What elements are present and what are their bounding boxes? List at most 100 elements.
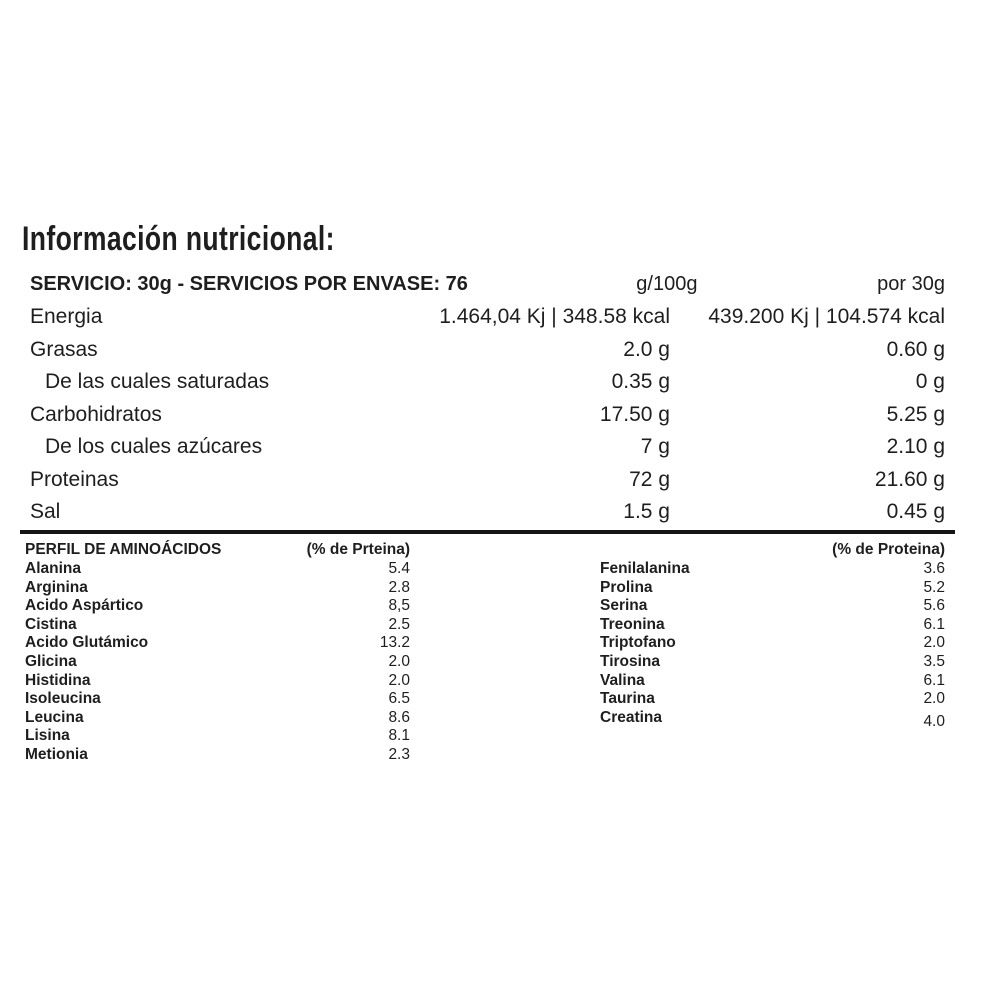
amino-value: 3.6 xyxy=(923,560,945,577)
amino-right-column: (% de Proteina) Fenilalanina 3.6 Prolina 5… xyxy=(600,540,945,730)
column-header-per-30g: por 30g xyxy=(877,273,945,295)
nutrient-per-30g: 0.60 g xyxy=(886,337,945,361)
amino-name: Tirosina xyxy=(600,652,661,670)
nutrient-per-30g: 2.10 g xyxy=(886,435,945,459)
amino-row-metionia: Metionia 2.3 xyxy=(25,746,410,765)
amino-row-treonina: Treonina 6.1 xyxy=(600,616,945,635)
amino-row-alanina: Alanina 5.4 xyxy=(25,560,410,579)
amino-name: Histidina xyxy=(25,671,91,689)
amino-value: 6.1 xyxy=(923,671,945,689)
amino-row-acido-glutamico: Acido Glutámico 13.2 xyxy=(25,634,410,653)
nutrient-row-saturadas: De las cuales saturadas 0.35 g 0 g xyxy=(30,366,945,399)
nutrient-per-100g: 17.50 g xyxy=(599,402,670,426)
amino-value: 2.8 xyxy=(388,578,410,596)
amino-row-tirosina: Tirosina 3.5 xyxy=(600,653,945,672)
amino-value: 13.2 xyxy=(379,634,410,652)
amino-left-column: PERFIL DE AMINOÁCIDOS (% de Prteina) Ala… xyxy=(25,540,410,765)
nutrient-per-100g: 7 g xyxy=(640,435,670,459)
amino-name: Creatina xyxy=(600,708,663,726)
amino-name: Triptofano xyxy=(600,634,676,652)
amino-name: Fenilalanina xyxy=(600,560,690,577)
nutrient-label: De los cuales azúcares xyxy=(45,435,263,459)
amino-value: 6.5 xyxy=(388,690,410,708)
nutrient-label: Energia xyxy=(30,305,103,329)
nutrient-per-30g: 0 g xyxy=(915,370,945,394)
amino-row-creatina: Creatina 4.0 xyxy=(600,708,945,730)
amino-row-cistina: Cistina 2.5 xyxy=(25,616,410,635)
amino-value: 2.3 xyxy=(388,745,410,763)
amino-row-lisina: Lisina 8.1 xyxy=(25,727,410,746)
amino-value: 2.5 xyxy=(388,615,410,633)
nutrient-row-grasas: Grasas 2.0 g 0.60 g xyxy=(30,334,945,367)
amino-name: Serina xyxy=(600,597,648,615)
nutrient-label: De las cuales saturadas xyxy=(45,370,270,394)
nutrient-label: Sal xyxy=(30,500,61,524)
amino-name: Leucina xyxy=(25,708,84,726)
amino-name: Treonina xyxy=(600,615,665,633)
amino-row-valina: Valina 6.1 xyxy=(600,672,945,691)
page-title-text: Información nutricional: xyxy=(22,220,335,258)
amino-value: 6.1 xyxy=(923,615,945,633)
nutrient-row-azucares: De los cuales azúcares 7 g 2.10 g xyxy=(30,431,945,464)
page-title: Información nutricional: xyxy=(22,220,423,259)
nutrient-row-energia: Energia 1.464,04 Kj | 348.58 kcal 439.20… xyxy=(30,301,945,334)
nutrient-per-100g: 72 g xyxy=(629,467,670,491)
amino-value: 2.0 xyxy=(388,671,410,689)
amino-row-prolina: Prolina 5.2 xyxy=(600,579,945,598)
amino-row-serina: Serina 5.6 xyxy=(600,597,945,616)
nutrient-label: Grasas xyxy=(30,337,98,361)
nutrient-per-30g: 439.200 Kj | 104.574 kcal xyxy=(708,305,945,329)
amino-name: Prolina xyxy=(600,578,653,596)
amino-value: 8.6 xyxy=(388,708,410,726)
amino-row-acido-aspartico: Acido Aspártico 8,5 xyxy=(25,597,410,616)
amino-left-header: PERFIL DE AMINOÁCIDOS (% de Prteina) xyxy=(25,540,410,560)
amino-name: Arginina xyxy=(25,578,88,596)
amino-row-isoleucina: Isoleucina 6.5 xyxy=(25,690,410,709)
amino-name: Glicina xyxy=(25,652,77,670)
amino-left-unit-header: (% de Prteina) xyxy=(306,541,410,558)
amino-value: 5.2 xyxy=(923,578,945,596)
amino-value: 2.0 xyxy=(923,634,945,652)
nutrient-per-100g: 1.5 g xyxy=(623,500,670,524)
nutrient-per-30g: 21.60 g xyxy=(874,467,945,491)
amino-right-header: (% de Proteina) xyxy=(600,540,945,560)
amino-name: Isoleucina xyxy=(25,690,101,708)
amino-name: Valina xyxy=(600,671,645,689)
amino-value: 8.1 xyxy=(388,727,410,745)
amino-value: 8,5 xyxy=(388,597,410,615)
nutrient-per-100g: 1.464,04 Kj | 348.58 kcal xyxy=(439,305,670,329)
nutrient-per-100g: 0.35 g xyxy=(611,370,670,394)
nutrient-row-proteinas: Proteinas 72 g 21.60 g xyxy=(30,464,945,497)
amino-row-leucina: Leucina 8.6 xyxy=(25,709,410,728)
amino-right-unit-header: (% de Proteina) xyxy=(832,541,945,558)
nutrient-row-carbohidratos: Carbohidratos 17.50 g 5.25 g xyxy=(30,399,945,432)
amino-name: Acido Glutámico xyxy=(25,634,149,652)
nutrition-facts-table: SERVICIO: 30g - SERVICIOS POR ENVASE: 76… xyxy=(30,268,945,529)
serving-info: SERVICIO: 30g - SERVICIOS POR ENVASE: 76 xyxy=(30,273,468,295)
amino-name: Alanina xyxy=(25,560,81,577)
amino-row-triptofano: Triptofano 2.0 xyxy=(600,634,945,653)
amino-name: Taurina xyxy=(600,690,655,708)
amino-row-taurina: Taurina 2.0 xyxy=(600,690,945,709)
amino-value: 5.4 xyxy=(388,560,410,577)
nutrient-per-100g: 2.0 g xyxy=(623,337,670,361)
amino-value: 3.5 xyxy=(923,652,945,670)
nutrient-label: Carbohidratos xyxy=(30,402,162,426)
amino-value: 4.0 xyxy=(923,712,945,730)
amino-value: 2.0 xyxy=(923,690,945,708)
column-header-per-100g: g/100g xyxy=(636,273,698,295)
nutrient-row-sal: Sal 1.5 g 0.45 g xyxy=(30,496,945,529)
nutrient-per-30g: 5.25 g xyxy=(886,402,945,426)
amino-row-fenilalanina: Fenilalanina 3.6 xyxy=(600,560,945,579)
amino-value: 2.0 xyxy=(388,652,410,670)
section-divider xyxy=(20,530,955,534)
amino-value: 5.6 xyxy=(923,597,945,615)
nutrient-per-30g: 0.45 g xyxy=(886,500,945,524)
amino-profile-title: PERFIL DE AMINOÁCIDOS xyxy=(25,541,222,558)
amino-row-arginina: Arginina 2.8 xyxy=(25,579,410,598)
amino-row-glicina: Glicina 2.0 xyxy=(25,653,410,672)
amino-name: Cistina xyxy=(25,615,77,633)
nutrient-label: Proteinas xyxy=(30,467,119,491)
table-header-row: SERVICIO: 30g - SERVICIOS POR ENVASE: 76… xyxy=(30,268,945,301)
amino-name: Lisina xyxy=(25,727,70,745)
